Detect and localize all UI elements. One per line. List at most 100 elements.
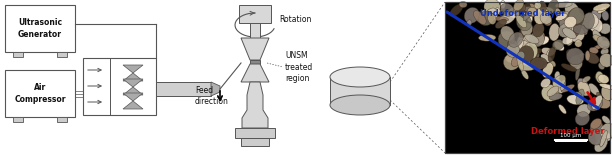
Ellipse shape [547,48,556,56]
Ellipse shape [465,7,479,23]
Ellipse shape [568,10,584,24]
Bar [250,60,260,64]
Ellipse shape [501,3,514,16]
Ellipse shape [597,7,607,13]
Polygon shape [241,64,269,82]
Ellipse shape [517,36,524,51]
Ellipse shape [570,55,583,66]
Ellipse shape [559,20,567,29]
Ellipse shape [548,47,555,62]
Ellipse shape [330,95,390,115]
Ellipse shape [602,11,609,21]
Ellipse shape [529,31,544,47]
Ellipse shape [602,116,610,124]
Ellipse shape [576,89,584,104]
Ellipse shape [597,98,611,108]
Ellipse shape [495,19,507,28]
Ellipse shape [563,21,575,27]
Ellipse shape [504,53,520,70]
Ellipse shape [540,78,551,88]
Text: Rotation: Rotation [279,16,312,24]
Ellipse shape [597,92,602,98]
Ellipse shape [549,93,562,100]
Ellipse shape [459,1,467,8]
Bar [13,52,23,57]
Ellipse shape [579,53,584,57]
Ellipse shape [534,7,548,24]
Ellipse shape [532,31,545,43]
Ellipse shape [516,15,527,28]
Bar [330,77,390,105]
Ellipse shape [599,63,605,70]
Ellipse shape [601,132,611,141]
Ellipse shape [575,40,582,47]
Ellipse shape [600,130,607,147]
Ellipse shape [583,12,594,30]
Polygon shape [123,79,143,87]
Ellipse shape [573,25,588,34]
Ellipse shape [547,86,559,96]
Ellipse shape [536,48,542,54]
Ellipse shape [523,3,540,15]
Ellipse shape [540,13,551,24]
Ellipse shape [582,76,591,83]
Ellipse shape [560,80,566,91]
Ellipse shape [494,8,501,14]
Ellipse shape [524,34,539,44]
Ellipse shape [501,26,515,41]
Ellipse shape [506,44,520,57]
Ellipse shape [592,43,606,50]
Ellipse shape [550,60,556,67]
Ellipse shape [566,34,573,46]
Ellipse shape [519,45,529,54]
Ellipse shape [590,120,603,134]
Bar [241,138,269,146]
Bar [13,117,23,122]
Ellipse shape [599,84,612,89]
Ellipse shape [510,40,520,53]
Ellipse shape [556,11,573,25]
Ellipse shape [517,14,532,31]
Ellipse shape [556,13,567,21]
Ellipse shape [541,54,552,62]
Text: Deformed layer: Deformed layer [531,126,605,135]
Ellipse shape [567,9,580,26]
Ellipse shape [485,8,498,21]
Ellipse shape [569,8,584,24]
Ellipse shape [575,65,580,80]
Ellipse shape [537,36,549,45]
Polygon shape [242,82,268,128]
Ellipse shape [588,130,603,145]
Ellipse shape [499,12,515,24]
Text: UNSM
treated
region: UNSM treated region [285,51,313,83]
Ellipse shape [330,67,390,87]
Ellipse shape [530,4,541,13]
Ellipse shape [586,53,599,64]
Ellipse shape [515,53,530,65]
Ellipse shape [555,2,572,8]
Ellipse shape [562,28,576,39]
Ellipse shape [564,16,577,28]
Ellipse shape [542,63,553,78]
Ellipse shape [480,10,491,15]
Bar [250,23,260,38]
Polygon shape [123,65,143,73]
Ellipse shape [534,2,541,9]
Ellipse shape [577,104,591,117]
Ellipse shape [539,1,547,12]
Bar [156,82,211,96]
Polygon shape [123,101,143,109]
Ellipse shape [511,55,522,66]
Ellipse shape [532,23,544,37]
Ellipse shape [540,7,554,14]
Ellipse shape [450,4,463,17]
Ellipse shape [520,33,534,43]
Ellipse shape [601,48,609,55]
Ellipse shape [554,71,560,80]
Text: Ultrasonic
Generator: Ultrasonic Generator [18,18,62,39]
Ellipse shape [599,23,611,34]
Ellipse shape [507,42,515,53]
Ellipse shape [516,39,523,53]
Text: Air
Compressor: Air Compressor [14,83,65,104]
Ellipse shape [484,0,501,15]
